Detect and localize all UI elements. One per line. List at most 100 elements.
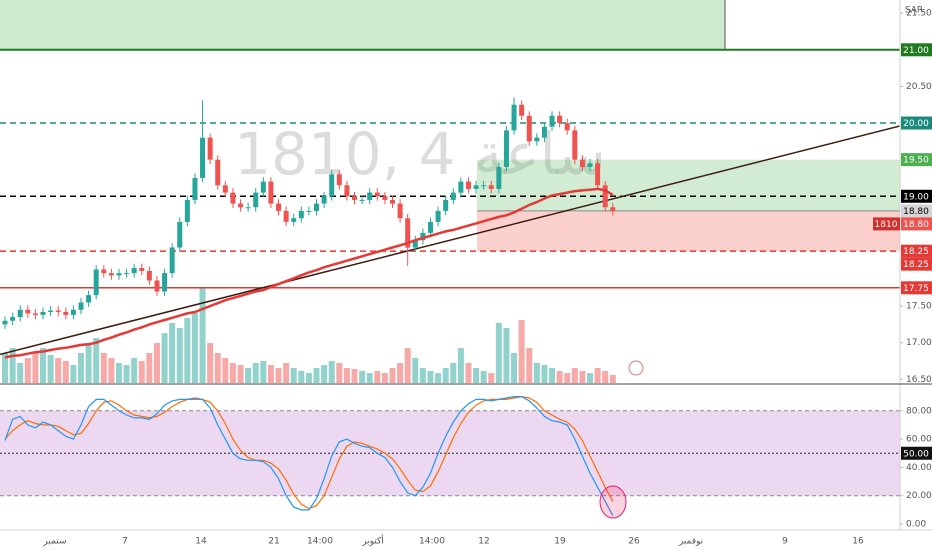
candle-body bbox=[374, 192, 380, 197]
volume-bar bbox=[465, 363, 472, 383]
candle-body bbox=[397, 203, 403, 219]
price-badge-label: 18.25 bbox=[903, 260, 929, 270]
x-tick-label: 14:00 bbox=[307, 537, 333, 547]
candle-body bbox=[496, 166, 502, 189]
candle-body bbox=[93, 269, 99, 296]
candle-body bbox=[116, 273, 122, 276]
volume-bar bbox=[260, 361, 267, 383]
candle-body bbox=[192, 177, 198, 200]
volume-bar bbox=[267, 365, 274, 383]
candle-body bbox=[549, 115, 555, 127]
volume-bar bbox=[222, 358, 229, 383]
volume-bar bbox=[366, 373, 373, 383]
volume-bar bbox=[541, 365, 548, 383]
volume-bar bbox=[480, 371, 487, 383]
volume-bar bbox=[602, 371, 609, 383]
price-badge-label: 18.80 bbox=[903, 207, 929, 217]
candle-body bbox=[306, 210, 312, 212]
candle-body bbox=[458, 181, 464, 193]
volume-bar bbox=[138, 361, 145, 383]
price-badge-label: 18.25 bbox=[903, 247, 929, 257]
volume-bar bbox=[131, 358, 138, 383]
volume-bar bbox=[518, 320, 525, 383]
volume-bar bbox=[70, 365, 77, 383]
volume-bar bbox=[283, 363, 290, 383]
volume-bar bbox=[305, 373, 312, 383]
volume-bar bbox=[321, 365, 328, 383]
x-tick-label: 7 bbox=[122, 537, 128, 547]
target-box bbox=[477, 159, 900, 211]
price-badge-label: 19.00 bbox=[903, 192, 929, 202]
trendline bbox=[0, 125, 901, 356]
price-badge bbox=[901, 281, 932, 295]
candle-body bbox=[10, 317, 16, 321]
volume-bar bbox=[161, 333, 168, 383]
stoch-y-tick-label: 60.00 bbox=[906, 435, 932, 445]
candle-body bbox=[162, 273, 168, 292]
x-tick-label: 12 bbox=[478, 537, 489, 547]
x-tick-label: نوفمبر bbox=[678, 537, 703, 547]
candle-body bbox=[587, 163, 593, 167]
candle-body bbox=[17, 309, 23, 318]
candle-body bbox=[131, 268, 137, 274]
event-icon[interactable] bbox=[628, 360, 644, 376]
candle-body bbox=[526, 115, 532, 142]
resistance-zone bbox=[0, 0, 725, 50]
candle-body bbox=[336, 174, 342, 186]
candle-body bbox=[557, 115, 563, 124]
candle-body bbox=[541, 126, 547, 138]
candle-body bbox=[283, 210, 289, 222]
candle-body bbox=[610, 207, 616, 211]
currency-label: SAR bbox=[905, 6, 923, 16]
price-badge-label: 50.00 bbox=[903, 449, 929, 459]
volume-bar bbox=[199, 288, 206, 383]
volume-bar bbox=[412, 358, 419, 383]
candle-body bbox=[154, 280, 160, 292]
volume-bar bbox=[85, 343, 92, 383]
volume-bar bbox=[359, 371, 366, 383]
candle-body bbox=[70, 309, 76, 315]
candle-body bbox=[359, 199, 365, 201]
volume-bar bbox=[495, 323, 502, 383]
price-badge bbox=[901, 446, 932, 460]
price-badge bbox=[901, 257, 932, 271]
volume-bar bbox=[290, 368, 297, 383]
candle-body bbox=[177, 221, 183, 248]
price-badge bbox=[901, 153, 932, 167]
volume-bar bbox=[153, 343, 160, 383]
volume-bar bbox=[24, 358, 31, 383]
x-tick-label: 19 bbox=[554, 537, 566, 547]
symbol-tag-label: 1810 bbox=[875, 220, 898, 230]
stoch-y-tick-label: 40.00 bbox=[906, 463, 932, 473]
volume-bar bbox=[298, 371, 305, 383]
candle-body bbox=[78, 302, 84, 310]
price-badge bbox=[901, 43, 932, 57]
volume-bar bbox=[336, 363, 343, 383]
x-tick-label: 21 bbox=[268, 537, 279, 547]
volume-bar bbox=[77, 353, 84, 383]
volume-bar bbox=[427, 371, 434, 383]
volume-bar bbox=[108, 358, 115, 383]
candle-body bbox=[291, 218, 297, 222]
candle-body bbox=[86, 295, 92, 303]
volume-bar bbox=[381, 373, 388, 383]
volume-bar bbox=[169, 323, 176, 383]
volume-bar bbox=[32, 353, 39, 383]
volume-bar bbox=[442, 368, 449, 383]
volume-bar bbox=[564, 373, 571, 383]
candle-body bbox=[465, 181, 471, 189]
candle-body bbox=[314, 203, 320, 211]
price-pane bbox=[0, 97, 901, 359]
candle-body bbox=[101, 269, 107, 274]
volume-bar bbox=[229, 363, 236, 383]
volume-bar bbox=[2, 353, 9, 383]
candle-body bbox=[602, 185, 608, 208]
volume-bar bbox=[17, 363, 24, 383]
volume-bar bbox=[93, 338, 100, 383]
candle-body bbox=[25, 309, 31, 314]
candle-body bbox=[572, 130, 578, 160]
highlight-circle bbox=[599, 485, 627, 519]
candle-body bbox=[245, 207, 251, 209]
